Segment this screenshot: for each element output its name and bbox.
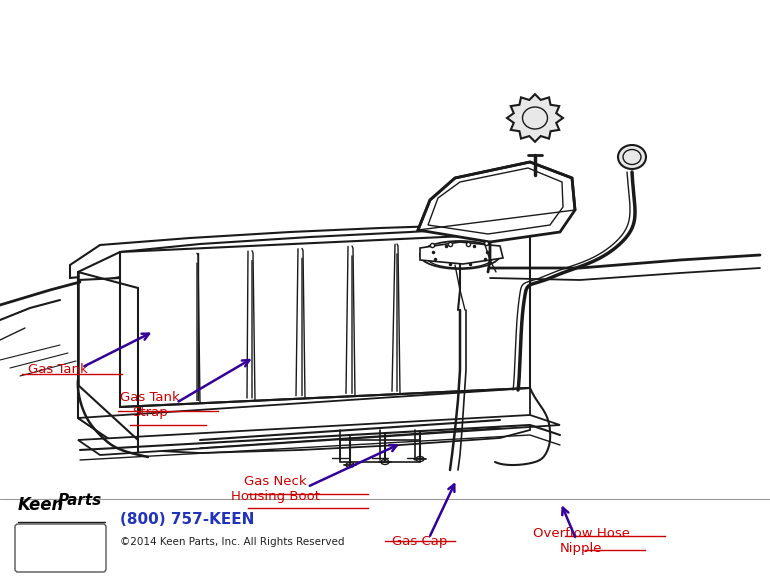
Ellipse shape: [618, 145, 646, 169]
Text: (800) 757-KEEN: (800) 757-KEEN: [120, 512, 254, 527]
Text: ©2014 Keen Parts, Inc. All Rights Reserved: ©2014 Keen Parts, Inc. All Rights Reserv…: [120, 537, 344, 547]
Text: Gas Neck
Housing Boot: Gas Neck Housing Boot: [231, 475, 320, 503]
Polygon shape: [78, 415, 560, 455]
Text: Overflow Hose
Nipple: Overflow Hose Nipple: [533, 527, 630, 555]
Polygon shape: [78, 228, 530, 285]
Polygon shape: [420, 242, 503, 264]
Text: Gas Tank
Strap: Gas Tank Strap: [120, 391, 180, 419]
Polygon shape: [507, 94, 563, 142]
Polygon shape: [70, 225, 520, 278]
Polygon shape: [78, 388, 530, 453]
Text: Parts: Parts: [58, 493, 102, 508]
Text: Keen: Keen: [18, 496, 65, 514]
Ellipse shape: [420, 241, 500, 269]
Polygon shape: [120, 233, 530, 407]
Text: Gas Cap: Gas Cap: [392, 535, 447, 548]
Polygon shape: [418, 162, 575, 242]
Text: Gas Tank: Gas Tank: [28, 363, 88, 376]
Polygon shape: [78, 278, 140, 450]
